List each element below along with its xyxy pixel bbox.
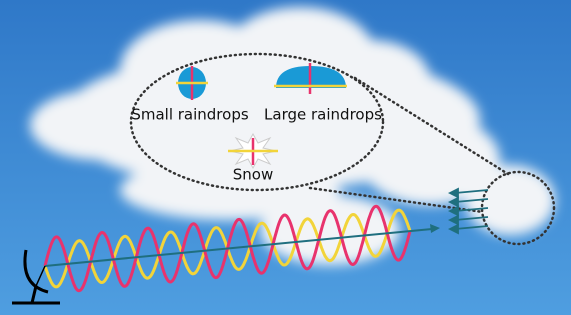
radar-diagram: Small raindrops Large raindrops Snow	[0, 0, 571, 315]
snow-label: Snow	[233, 166, 273, 184]
small-raindrops-label: Small raindrops	[131, 106, 249, 124]
large-raindrops-label: Large raindrops	[264, 106, 382, 124]
